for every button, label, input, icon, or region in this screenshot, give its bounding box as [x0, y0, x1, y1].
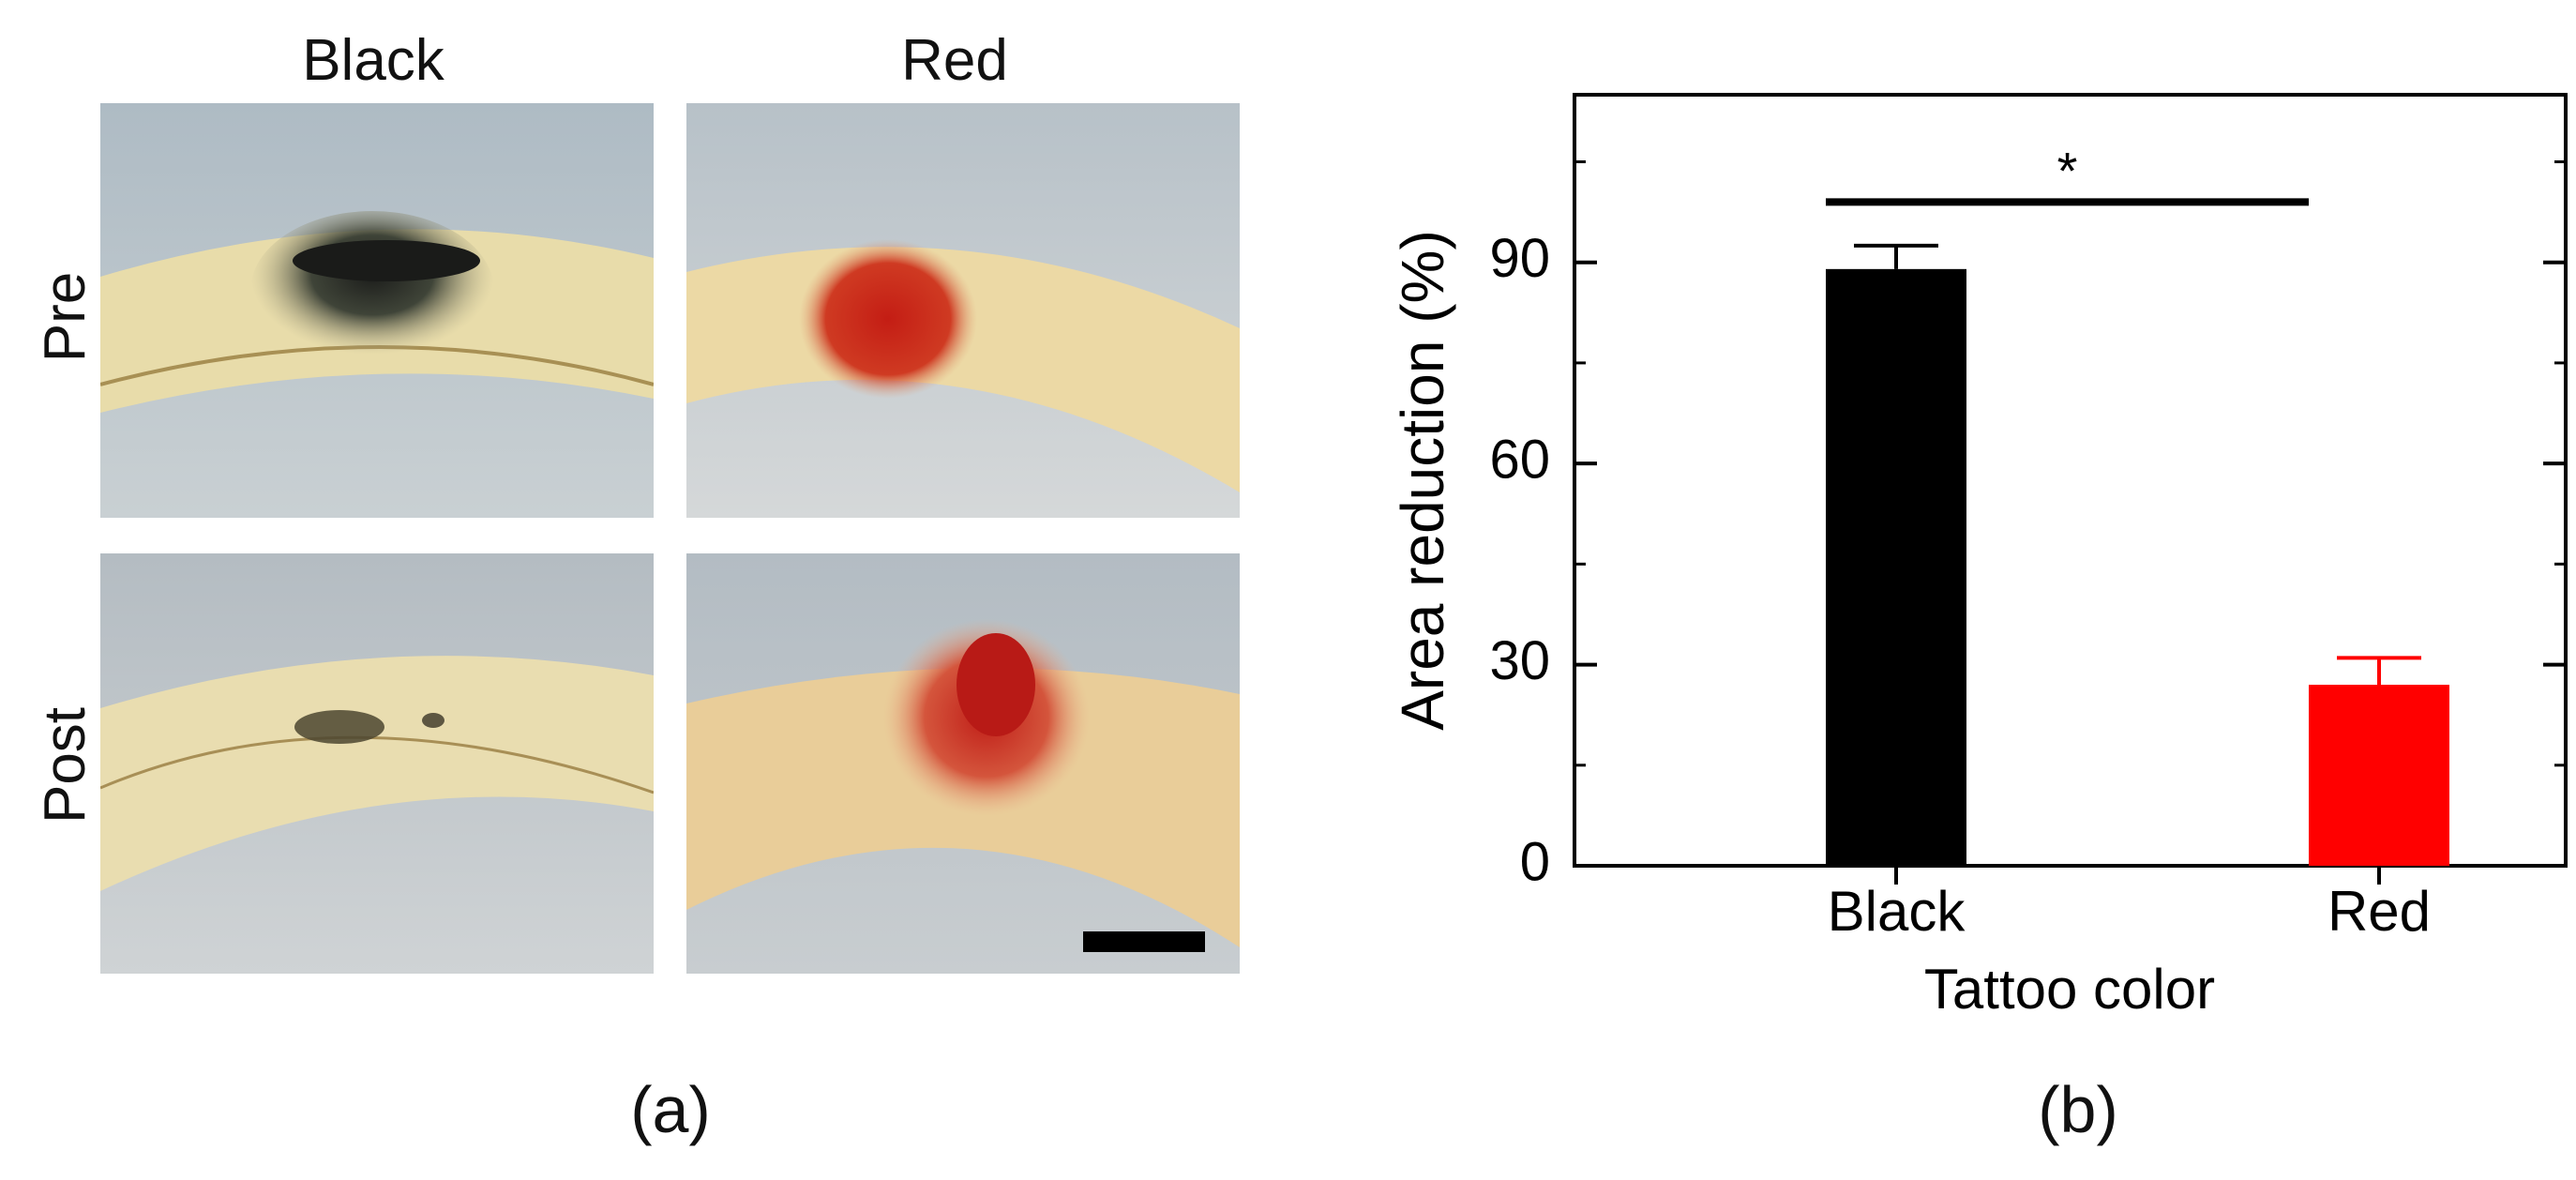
x-axis-label: Tattoo color: [1924, 958, 2215, 1021]
y-tick-label: 0: [1520, 831, 1550, 892]
y-axis-label: Area reduction (%): [1389, 230, 1456, 731]
x-tick-label-red: Red: [2327, 880, 2431, 943]
photo-red-pre: [686, 103, 1240, 518]
photo-black-post: [100, 553, 654, 974]
plot-frame: [1573, 93, 2568, 868]
panel-label-a: (a): [630, 1073, 711, 1146]
significance-star: *: [2057, 141, 2078, 200]
y-tick-label: 30: [1489, 630, 1550, 691]
x-tick-label-black: Black: [1828, 880, 1966, 943]
significance-annotation: *: [1826, 141, 2309, 206]
bars: [1826, 243, 2449, 866]
column-label-black: Black: [302, 28, 444, 93]
panel-label-b: (b): [2038, 1073, 2118, 1146]
bar-black: [1826, 268, 1966, 866]
x-axis-ticks: Black Red: [1828, 866, 2431, 943]
y-tick-label: 60: [1489, 429, 1550, 490]
y-tick-label: 90: [1489, 228, 1550, 289]
column-label-red: Red: [901, 28, 1008, 93]
photo-red-post: [686, 553, 1240, 974]
y-axis-ticks: 0 30 60 90: [1489, 159, 2566, 892]
scale-bar: [1083, 931, 1205, 952]
bar-red: [2309, 685, 2449, 866]
photo-black-pre: [100, 103, 654, 518]
